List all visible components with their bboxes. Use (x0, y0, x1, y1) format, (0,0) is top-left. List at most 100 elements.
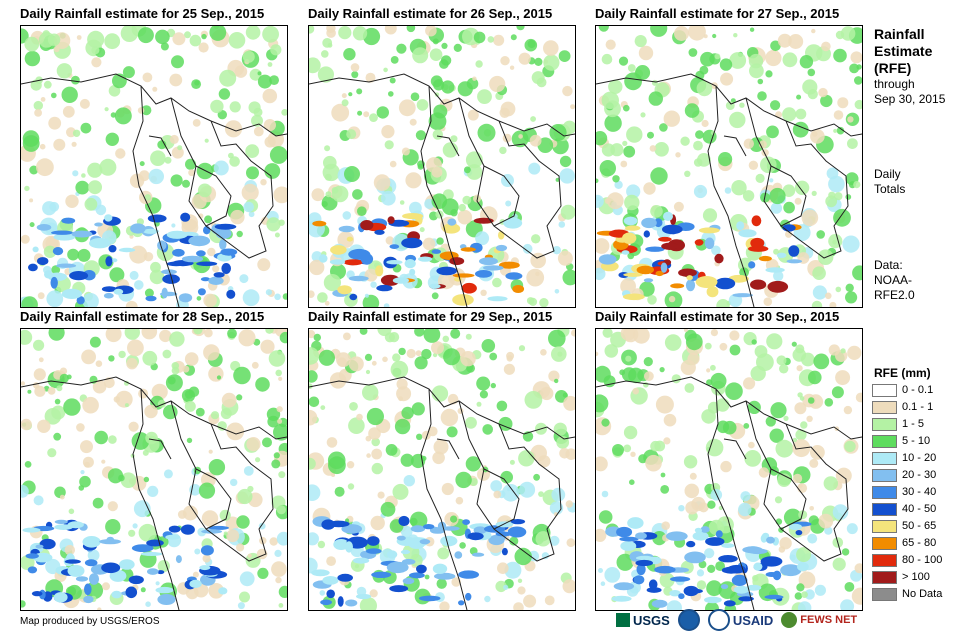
rain-cell (53, 432, 62, 441)
rain-cell (596, 131, 608, 146)
rain-cell (820, 94, 833, 108)
rain-cell (69, 271, 89, 281)
rain-cell (534, 57, 543, 66)
rain-cell (208, 525, 229, 530)
rain-cell (809, 458, 819, 468)
rain-cell (336, 352, 351, 367)
rain-cell (782, 184, 796, 197)
rain-cell (371, 448, 383, 460)
rain-cell (278, 471, 286, 479)
rain-cell (246, 437, 261, 452)
rain-cell (203, 344, 220, 361)
rain-cell (431, 292, 439, 300)
rain-cell (385, 236, 394, 245)
rain-cell (323, 274, 341, 292)
rain-cell (81, 349, 96, 365)
rain-cell (555, 177, 560, 182)
rain-cell (556, 436, 570, 449)
rain-cell (798, 601, 812, 610)
rain-cell (814, 584, 826, 596)
legend-swatch (872, 519, 897, 533)
rain-cell (118, 350, 126, 359)
rain-cell (275, 576, 282, 584)
rain-cell (251, 114, 263, 127)
rain-cell (761, 149, 769, 157)
rain-cell (401, 558, 416, 565)
rain-cell (431, 166, 443, 178)
rain-cell (142, 72, 153, 83)
rain-cell (481, 339, 496, 353)
usgs-logo: USGS (616, 613, 670, 628)
rain-cell (262, 88, 278, 104)
rain-cell (720, 460, 732, 473)
rain-cell (281, 109, 287, 116)
rain-cell (53, 233, 76, 241)
rain-cell (763, 297, 773, 307)
rain-cell (71, 141, 77, 147)
rain-cell (47, 387, 56, 395)
rain-cell (40, 97, 46, 102)
rain-cell (554, 289, 560, 294)
rain-cell (406, 26, 416, 33)
rain-cell (500, 56, 510, 66)
rain-cell (823, 476, 838, 491)
rain-cell (629, 479, 635, 485)
rain-cell (684, 483, 700, 499)
rain-cell (674, 26, 689, 41)
rain-cell (596, 456, 608, 472)
rain-cell (144, 404, 158, 419)
rain-cell (729, 344, 741, 356)
rain-cell (680, 136, 690, 146)
rain-cell (331, 185, 349, 203)
legend-item: 0.1 - 1 (872, 399, 933, 415)
legend-label: 20 - 30 (902, 469, 937, 481)
rain-cell (512, 285, 525, 293)
rain-cell (853, 181, 861, 189)
rain-cell (224, 120, 243, 138)
rain-cell (72, 170, 79, 177)
rain-cell (723, 600, 736, 607)
rain-cell (462, 519, 470, 525)
rain-cell (348, 275, 369, 282)
rain-cell (598, 254, 617, 265)
legend-label: 10 - 20 (902, 452, 937, 464)
rain-cell (791, 341, 797, 347)
rain-cell (145, 601, 151, 607)
rain-cell (213, 272, 225, 278)
rain-cell (409, 517, 418, 526)
rain-cell (466, 164, 483, 180)
rain-cell (359, 597, 377, 610)
rain-cell (514, 547, 532, 566)
rain-cell (105, 329, 122, 343)
rain-cell (627, 517, 644, 529)
rain-cell (551, 487, 566, 502)
rain-cell (260, 179, 267, 186)
rain-cell (51, 92, 57, 99)
rain-cell (387, 216, 395, 224)
rain-cell (225, 516, 240, 531)
rain-cell (273, 186, 287, 204)
rain-cell (400, 525, 413, 538)
rain-cell (124, 329, 140, 340)
rain-cell (185, 158, 196, 170)
rain-cell (766, 536, 775, 544)
rain-cell (226, 529, 240, 543)
rain-cell (33, 100, 43, 111)
rain-cell (138, 170, 150, 182)
rain-cell (115, 390, 133, 408)
rain-cell (201, 33, 207, 40)
rain-cell (394, 418, 411, 435)
rain-cell (134, 280, 144, 290)
rain-cell (276, 531, 287, 546)
rain-cell (108, 355, 115, 362)
rain-cell (552, 246, 561, 255)
rain-cell (543, 54, 560, 71)
rain-cell (105, 132, 120, 146)
rain-cell (212, 265, 220, 273)
rain-cell (138, 523, 157, 542)
legend-swatch (872, 417, 897, 431)
rain-cell (343, 259, 363, 266)
rain-cell (504, 561, 522, 579)
rain-cell (104, 107, 109, 112)
rain-cell (428, 112, 447, 131)
